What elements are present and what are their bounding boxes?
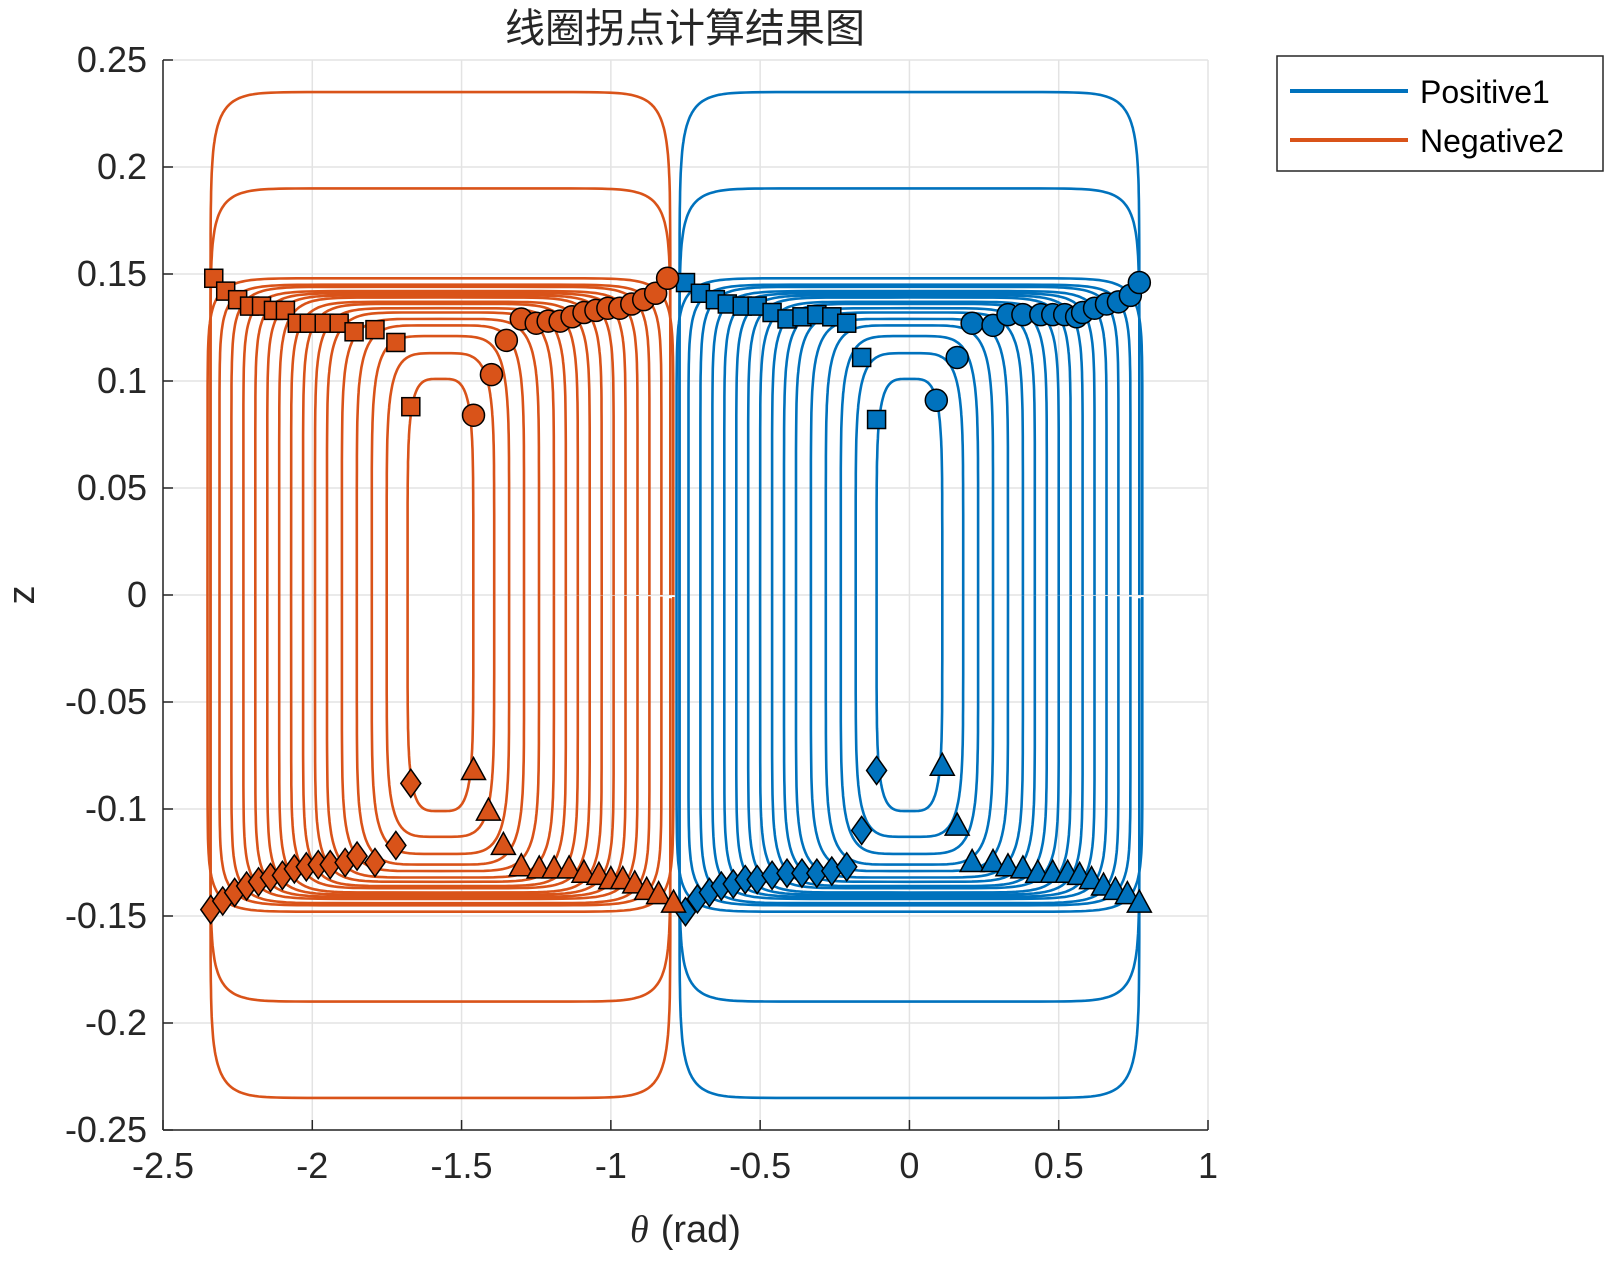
marker-circle [924, 388, 949, 413]
marker-diamond [850, 815, 873, 846]
marker-square [386, 332, 406, 353]
marker-triangle [460, 755, 487, 781]
marker-triangle [660, 888, 687, 913]
y-tick-label: 0.15 [77, 253, 147, 294]
contour-line [699, 285, 1120, 905]
contour-line [711, 289, 1108, 901]
marker-diamond [399, 768, 422, 799]
contour-line [406, 377, 475, 813]
marker-triangle [1126, 888, 1153, 913]
contour-line [734, 294, 1084, 896]
y-tick-label: -0.05 [65, 681, 147, 722]
chart-title: 线圈拐点计算结果图 [505, 6, 865, 52]
marker-square [365, 319, 385, 340]
y-tick-label: 0.2 [97, 146, 147, 187]
marker-triangle [1009, 854, 1037, 879]
x-tick-label: -0.5 [729, 1145, 791, 1186]
marker-circle [655, 266, 680, 291]
contour-line [370, 334, 511, 856]
contour-line [675, 276, 1144, 914]
x-tick-label: 0 [899, 1145, 919, 1186]
marker-triangle [555, 854, 583, 879]
tick-labels: -2.5 -2 -1.5 -1 -0.5 0 0.5 1 -0.25 -0.2 -0.15 -0.1 -… [65, 39, 1218, 1186]
marker-triangle [645, 880, 672, 905]
y-tick-label: -0.1 [85, 788, 147, 829]
marker-square [866, 409, 887, 430]
marker-triangle [508, 852, 535, 877]
marker-diamond [865, 755, 888, 786]
contour-line [875, 377, 944, 813]
marker-triangle [1114, 880, 1141, 905]
contour-line [722, 291, 1096, 899]
marker-square [851, 347, 872, 368]
marker-triangle [490, 830, 517, 856]
marker-diamond [776, 857, 798, 889]
marker-diamond [835, 851, 858, 883]
marker-triangle [994, 852, 1022, 877]
contour-line [839, 334, 980, 856]
legend-label-negative2: Negative2 [1420, 123, 1564, 159]
x-tick-label: -2.5 [132, 1145, 194, 1186]
marker-circle [960, 311, 984, 335]
x-tick-label: -2 [296, 1145, 328, 1186]
contour-line [678, 90, 1141, 1100]
marker-circle [461, 403, 486, 427]
axes [162, 59, 1209, 1131]
y-tick-label: 0.05 [77, 467, 147, 508]
plot-area: -2.5 -2 -1.5 -1 -0.5 0 0.5 1 -0.25 -0.2 -0.15 -0.1 -… [65, 39, 1218, 1186]
x-tick-label: 1 [1198, 1145, 1218, 1186]
x-axis-unit: (rad) [661, 1209, 741, 1251]
x-tick-label: 0.5 [1034, 1145, 1084, 1186]
marker-diamond [791, 857, 813, 889]
x-tick-label: -1.5 [431, 1145, 493, 1186]
x-tick-label: -1 [595, 1145, 627, 1186]
contour-line [230, 285, 651, 905]
y-tick-label: 0.25 [77, 39, 147, 80]
legend[interactable]: Positive1 Negative2 [1276, 55, 1604, 172]
y-tick-label: 0 [127, 574, 147, 615]
x-axis-symbol: θ [630, 1209, 649, 1251]
marker-triangle [979, 847, 1007, 873]
marker-circle [945, 345, 969, 370]
y-tick-label: -0.15 [65, 895, 147, 936]
legend-label-positive1: Positive1 [1420, 74, 1550, 110]
marker-square [344, 322, 364, 342]
y-tick-label: 0.1 [97, 360, 147, 401]
marker-points [199, 266, 1153, 928]
contour-line [385, 351, 496, 839]
y-tick-label: -0.25 [65, 1109, 147, 1150]
marker-square [401, 396, 421, 417]
marker-circle [1127, 270, 1152, 295]
y-axis-label: z [1, 586, 43, 605]
legend-box [1276, 55, 1604, 172]
marker-diamond [384, 830, 407, 861]
marker-diamond [364, 847, 386, 878]
y-tick-label: -0.2 [85, 1002, 147, 1043]
marker-triangle [570, 858, 598, 883]
contour-line [209, 90, 672, 1100]
marker-square [836, 313, 857, 333]
marker-triangle [958, 847, 986, 873]
marker-triangle [943, 811, 971, 836]
marker-diamond [346, 840, 368, 872]
marker-circle [479, 362, 504, 387]
marker-triangle [929, 751, 956, 776]
marker-circle [494, 328, 519, 353]
marker-triangle [475, 796, 502, 821]
x-axis-label: θ (rad) [630, 1209, 741, 1251]
